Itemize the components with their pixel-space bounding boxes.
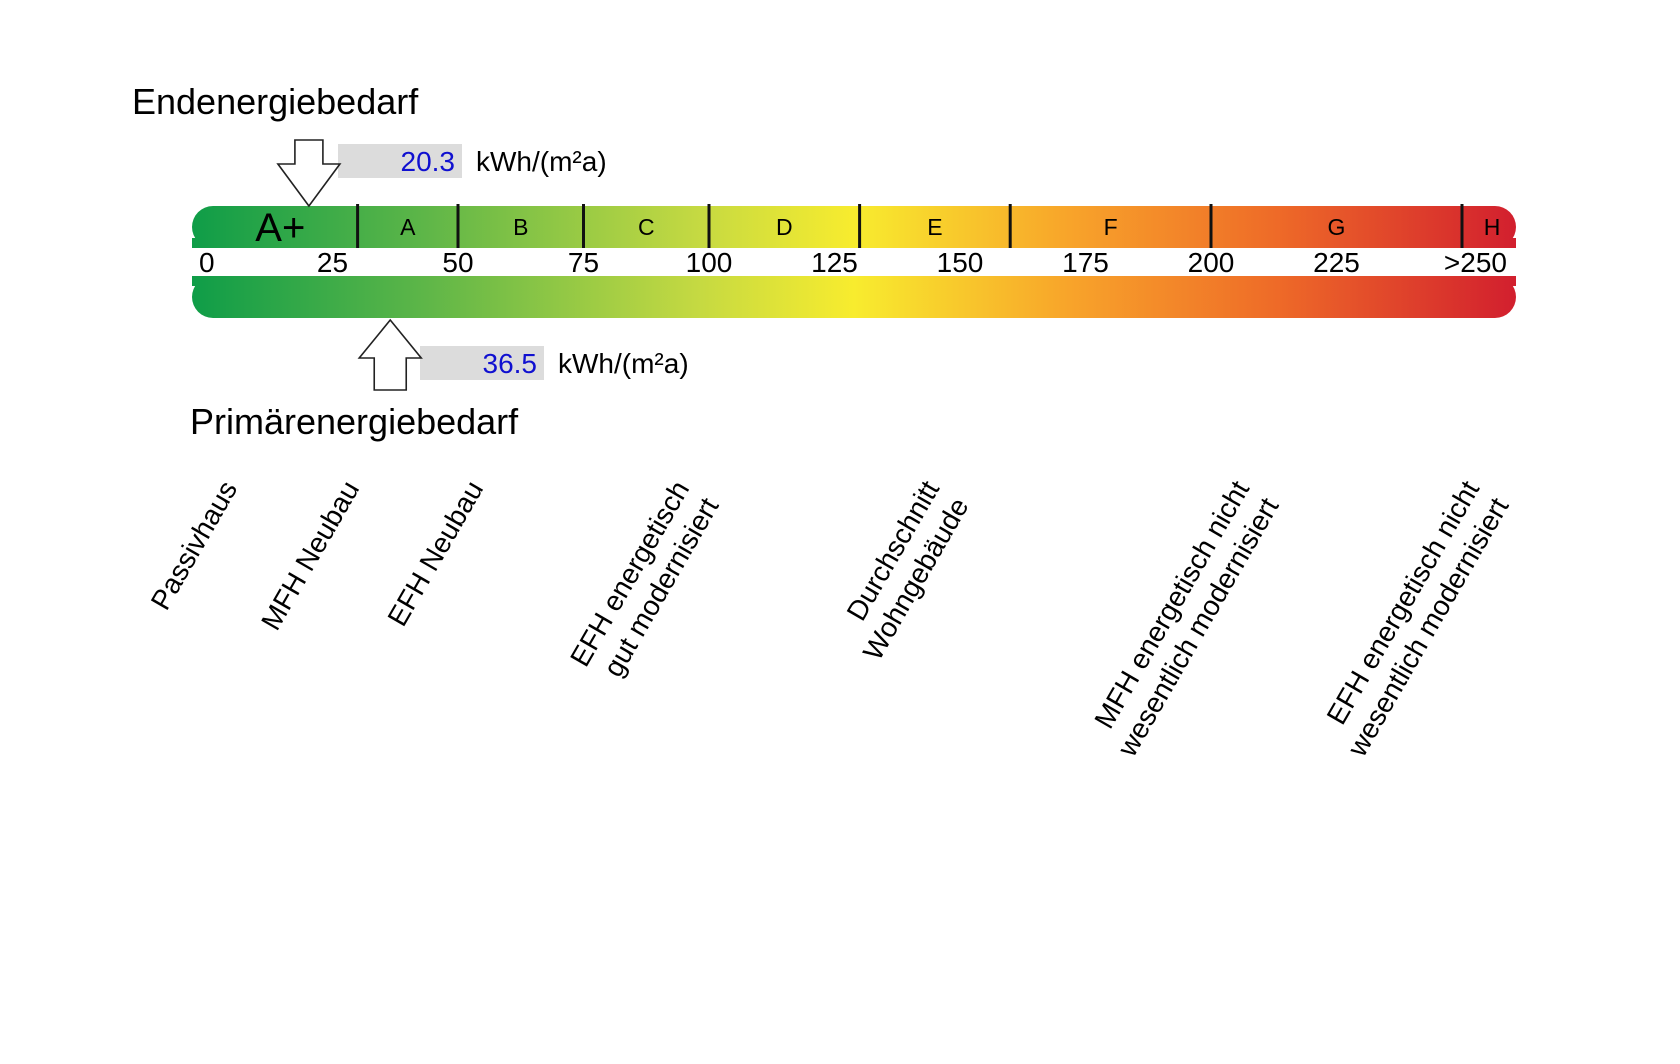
endenergie-value-box [338,144,462,178]
tick-label: 50 [442,247,473,278]
class-label: A+ [255,206,305,250]
endenergie-value: 20.3 [401,146,456,177]
class-label: B [513,214,528,240]
class-label: D [776,214,793,240]
reference-building-label: Passivhaus [145,476,243,616]
tick-label-band [192,248,1516,276]
endenergie-marker [276,139,342,208]
primaerenergie-value: 36.5 [483,348,538,379]
class-label: A [400,214,416,240]
reference-building-line: MFH Neubau [255,476,365,636]
reference-building-line: Passivhaus [145,476,243,616]
tick-label: 200 [1188,247,1235,278]
primaerenergie-title: Primärenergiebedarf [190,401,519,442]
endenergie-unit: kWh/(m²a) [476,146,607,177]
tick-label: 175 [1062,247,1109,278]
scale-bar [192,276,1516,318]
class-label: G [1328,214,1346,240]
tick-label: 225 [1313,247,1360,278]
class-bar [192,206,1516,248]
tick-label: 0 [199,247,215,278]
endenergie-title: Endenergiebedarf [132,81,419,122]
tick-label: >250 [1444,247,1507,278]
primaerenergie-unit: kWh/(m²a) [558,348,689,379]
class-label: H [1484,214,1501,240]
tick-label: 25 [317,247,348,278]
class-bar-bottom-edge [192,238,1516,248]
class-label: F [1104,214,1118,240]
class-label: E [927,214,942,240]
tick-label: 100 [686,247,733,278]
primaerenergie-value-box [420,346,544,380]
tick-label: 150 [937,247,984,278]
tick-label: 125 [811,247,858,278]
reference-building-label: MFH Neubau [255,476,365,636]
primaerenergie-marker [357,318,423,391]
scale-bar-top-edge [192,276,1516,286]
class-label: C [638,214,655,240]
reference-building-label: EFH Neubau [381,476,489,632]
tick-label: 75 [568,247,599,278]
reference-building-line: EFH Neubau [381,476,489,632]
